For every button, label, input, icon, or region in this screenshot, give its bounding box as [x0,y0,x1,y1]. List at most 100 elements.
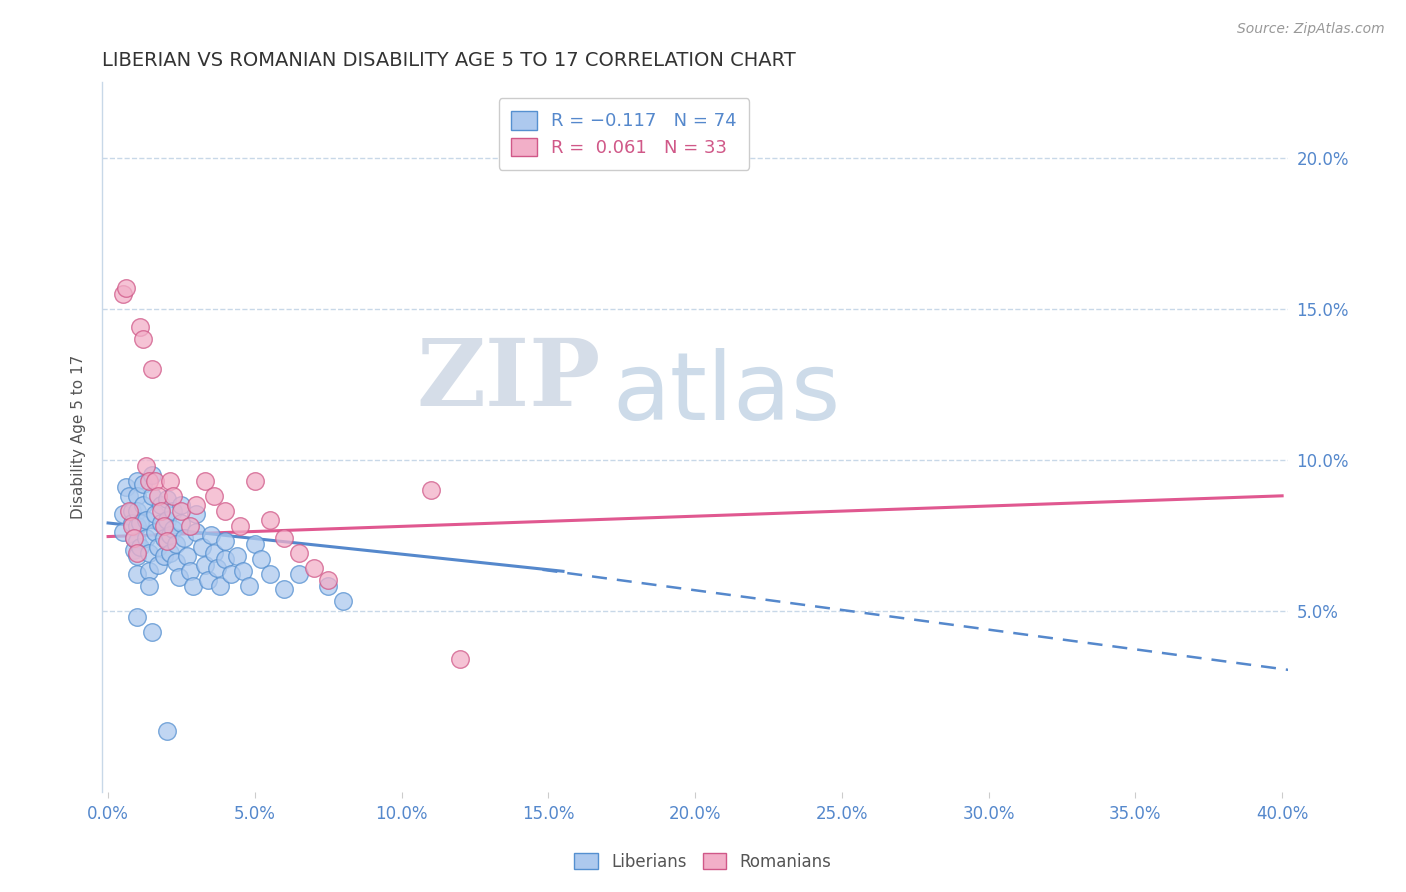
Point [141,624,163,639]
Point [420,483,443,497]
Point [181,579,204,593]
Point [121,519,143,533]
Point [214,552,236,566]
Text: ZIP: ZIP [416,335,600,425]
Point [124,543,146,558]
Point [143,474,166,488]
Point [132,498,155,512]
Point [146,489,169,503]
Point [208,579,231,593]
Point [170,504,193,518]
Point [114,280,136,294]
Y-axis label: Disability Age 5 to 17: Disability Age 5 to 17 [72,355,86,519]
Point [117,489,139,503]
Point [117,504,139,518]
Point [138,579,160,593]
Point [138,546,160,560]
Point [124,531,146,545]
Legend: R = −0.117   N = 74, R =  0.061   N = 33: R = −0.117 N = 74, R = 0.061 N = 33 [499,98,749,169]
Point [153,519,176,533]
Point [138,474,160,488]
Point [143,507,166,521]
Point [194,558,217,573]
Point [167,570,190,584]
Point [127,546,149,560]
Point [153,549,176,564]
Point [184,498,207,512]
Point [176,549,198,564]
Point [127,609,149,624]
Point [156,491,179,506]
Point [135,513,157,527]
Point [162,522,184,536]
Point [165,555,187,569]
Point [138,564,160,578]
Point [288,546,311,560]
Point [129,516,152,530]
Point [214,504,236,518]
Point [156,534,179,549]
Point [146,558,169,573]
Text: atlas: atlas [612,349,841,441]
Text: LIBERIAN VS ROMANIAN DISABILITY AGE 5 TO 17 CORRELATION CHART: LIBERIAN VS ROMANIAN DISABILITY AGE 5 TO… [103,51,796,70]
Point [288,567,311,582]
Point [170,516,193,530]
Point [202,489,225,503]
Point [141,362,163,376]
Point [146,540,169,554]
Point [184,524,207,539]
Point [111,286,134,301]
Point [232,564,254,578]
Point [243,537,266,551]
Point [129,540,152,554]
Point [202,546,225,560]
Point [156,724,179,739]
Point [238,579,260,593]
Point [127,519,149,533]
Point [184,507,207,521]
Point [149,504,172,518]
Point [127,534,149,549]
Point [179,519,201,533]
Point [259,513,281,527]
Point [316,579,339,593]
Point [132,476,155,491]
Point [273,582,295,597]
Point [121,516,143,530]
Point [124,531,146,545]
Point [191,540,214,554]
Point [135,531,157,545]
Point [249,552,271,566]
Point [221,567,243,582]
Point [226,549,249,564]
Point [153,531,176,545]
Point [149,516,172,530]
Point [197,574,219,588]
Point [243,474,266,488]
Point [449,652,471,666]
Point [114,480,136,494]
Point [127,549,149,564]
Point [200,528,222,542]
Point [332,594,354,608]
Point [129,319,152,334]
Point [162,489,184,503]
Point [259,567,281,582]
Point [170,498,193,512]
Text: Source: ZipAtlas.com: Source: ZipAtlas.com [1237,22,1385,37]
Point [156,513,179,527]
Point [316,574,339,588]
Point [121,504,143,518]
Point [229,519,252,533]
Point [111,524,134,539]
Point [149,498,172,512]
Legend: Liberians, Romanians: Liberians, Romanians [567,845,839,880]
Point [205,561,228,575]
Point [214,534,236,549]
Point [141,467,163,482]
Point [194,474,217,488]
Point [132,332,155,346]
Point [143,524,166,539]
Point [135,458,157,473]
Point [162,504,184,518]
